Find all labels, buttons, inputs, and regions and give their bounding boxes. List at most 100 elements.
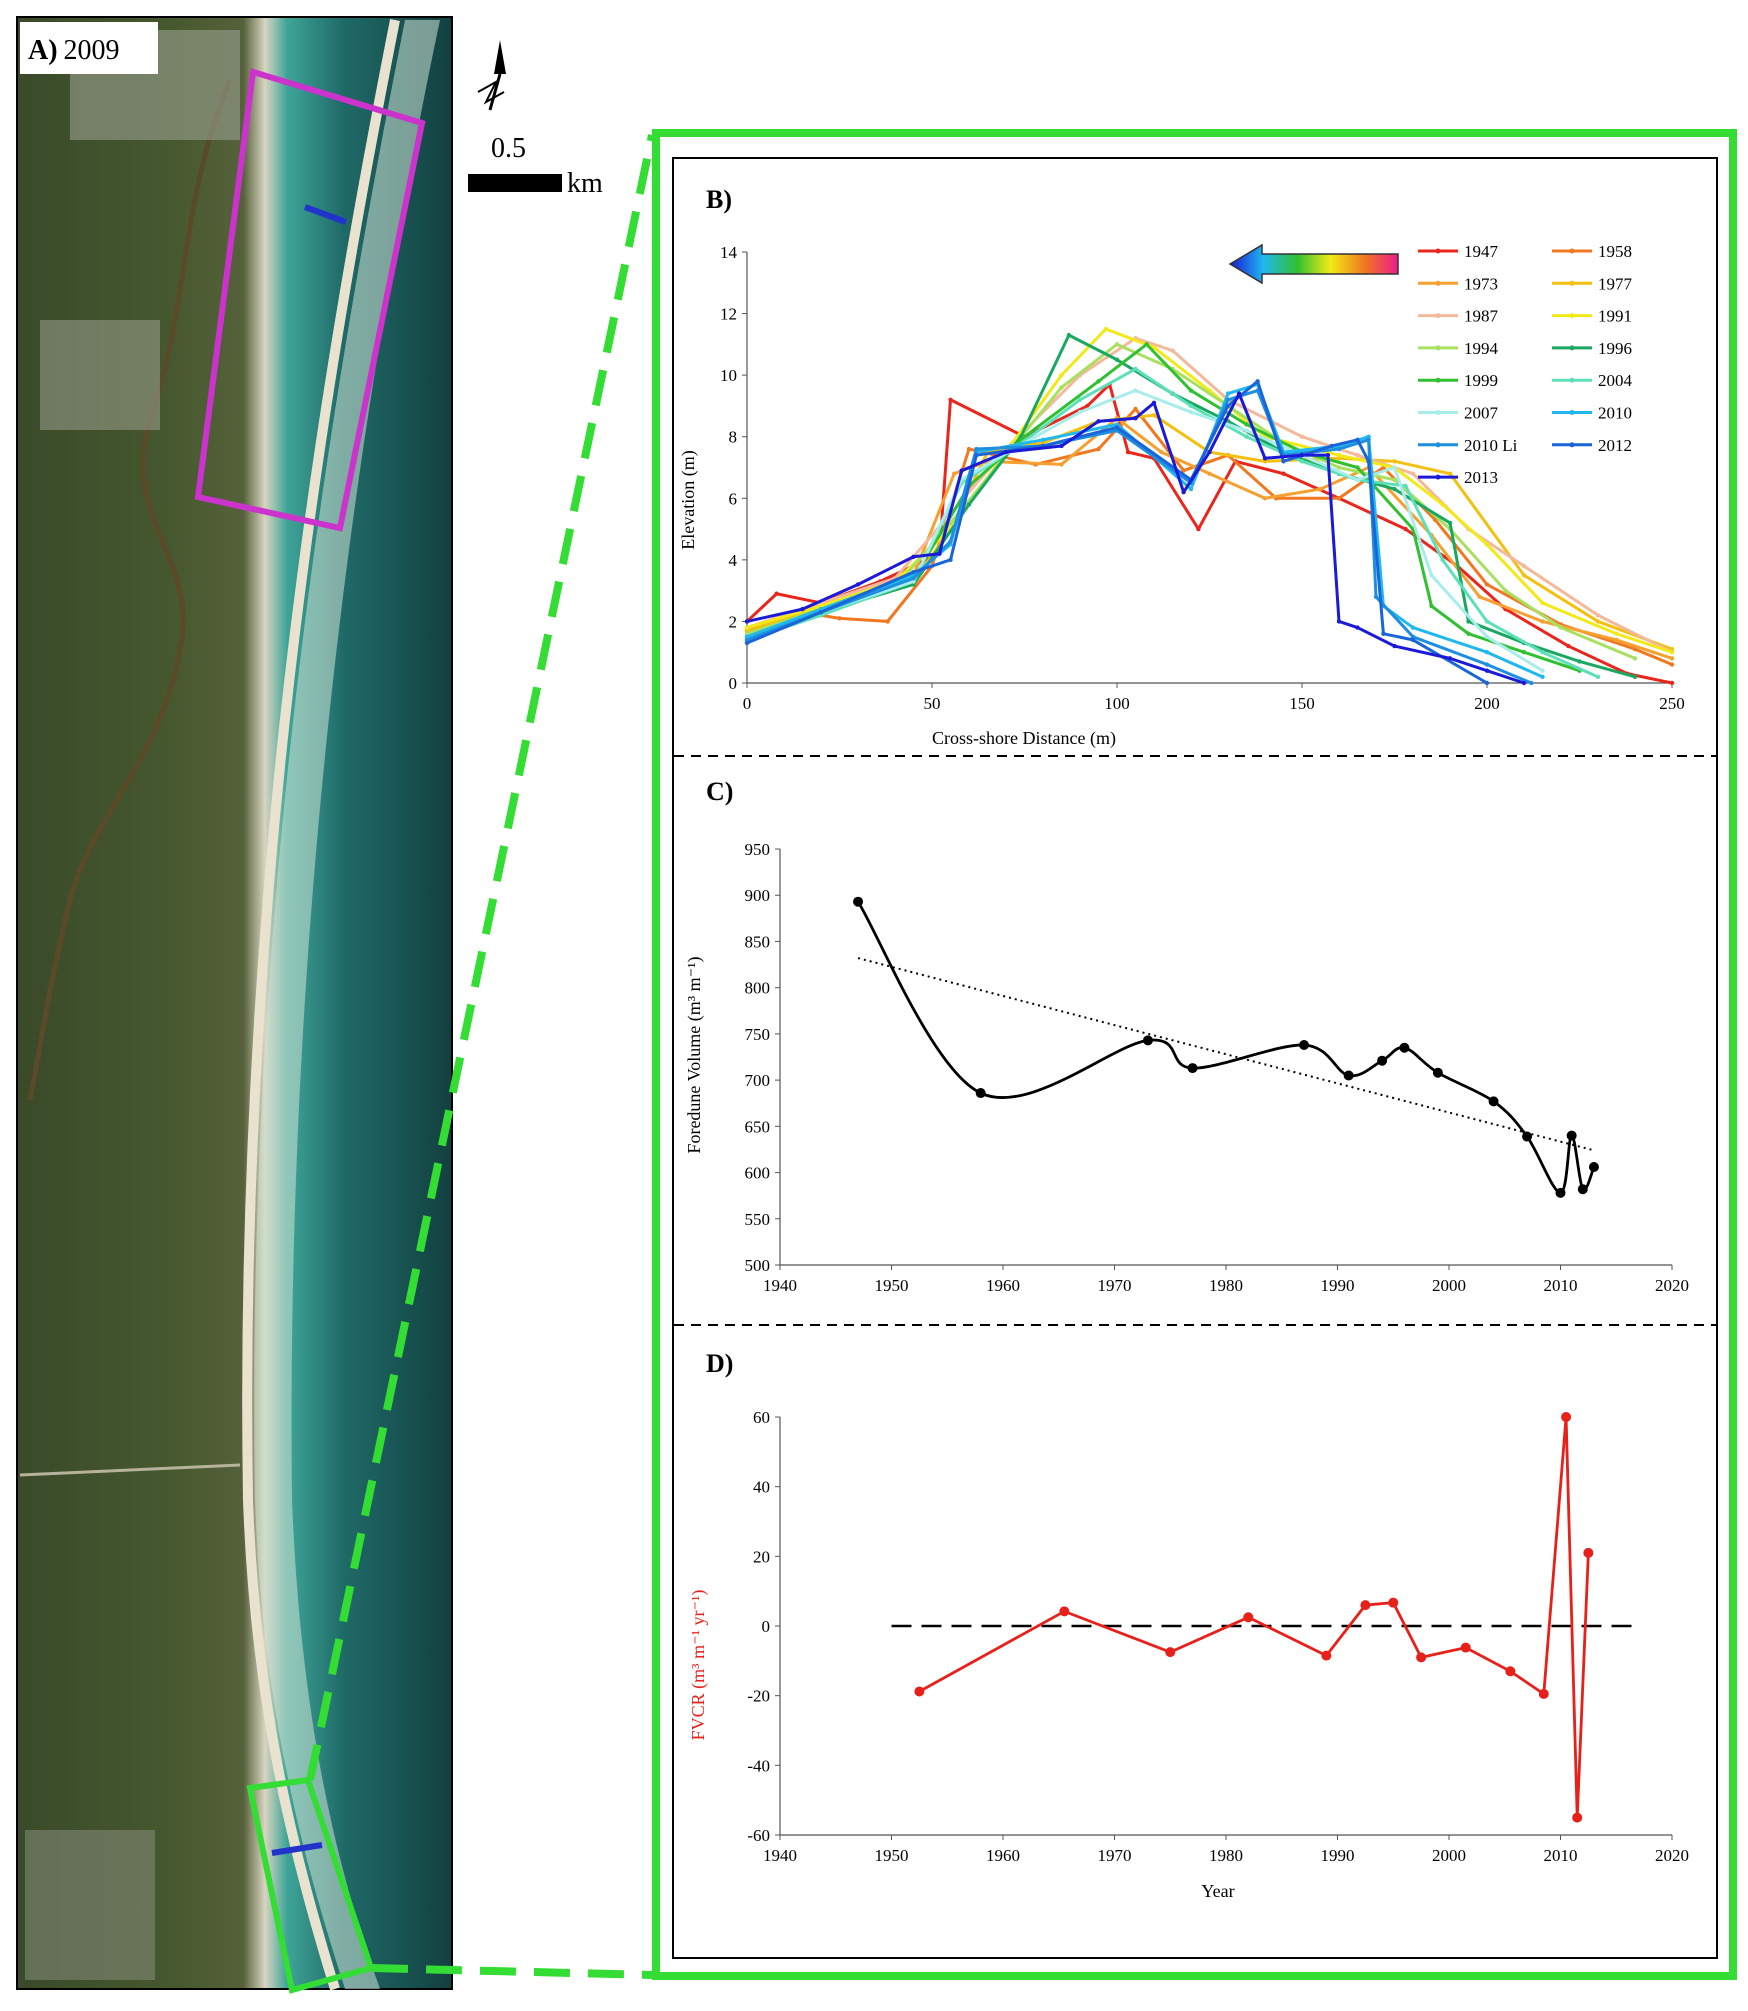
series-line-1999 <box>746 342 1580 673</box>
series-point-2007 <box>1188 409 1194 415</box>
y-tick-label: 850 <box>745 932 771 951</box>
x-tick-label: 1990 <box>1321 1846 1355 1865</box>
series-point <box>1321 1650 1332 1661</box>
series-point-1947 <box>1125 449 1131 455</box>
series-point <box>1142 1035 1153 1046</box>
legend-label: 1958 <box>1598 242 1632 261</box>
series-point-2010 <box>1040 437 1046 442</box>
series-point-1977 <box>1336 456 1342 461</box>
x-tick-label: 2020 <box>1655 1846 1689 1865</box>
y-tick-label: 40 <box>753 1478 770 1497</box>
series-point-1947 <box>1403 526 1408 532</box>
x-tick-label: 1960 <box>986 1846 1020 1865</box>
series-point-1977 <box>1595 619 1601 624</box>
series-point <box>1538 1688 1549 1699</box>
series-point-2013 <box>1262 456 1268 461</box>
chart-d-series <box>891 1412 1639 1823</box>
series-point-1999 <box>1188 388 1194 393</box>
zoom-area-box <box>246 1776 375 1994</box>
series-point-1994 <box>1503 588 1508 593</box>
legend-swatch-marker <box>1569 442 1575 448</box>
panel-d-label: D) <box>706 1349 733 1378</box>
series-point-2010 <box>1410 625 1416 630</box>
y-tick-label: 6 <box>729 489 738 508</box>
y-tick-label: 900 <box>745 886 771 905</box>
series-point-2010-Li <box>1484 662 1490 667</box>
x-tick-label: 150 <box>1289 694 1315 713</box>
y-tick-label: 0 <box>762 1617 771 1636</box>
road-track <box>19 1463 241 1477</box>
series-point-1996 <box>1577 659 1582 664</box>
series-point-1958 <box>1133 406 1138 412</box>
series-point-1991 <box>1614 631 1619 636</box>
chart-d-axes: 1940 1950 1960 1970 1980 1990 2000 2010 2020 -60 -… <box>747 1408 1689 1865</box>
series-point-2010-Li <box>1373 594 1379 599</box>
scale-value: 0.5 <box>491 133 526 164</box>
series-point-1994 <box>1632 656 1638 661</box>
panel-a-aerial-map: A) 2009 <box>16 16 453 1994</box>
x-tick-label: 250 <box>1659 694 1685 713</box>
series-point-2004 <box>1188 403 1194 409</box>
series-point-2007 <box>1392 465 1397 470</box>
series-point-1996 <box>1466 619 1471 624</box>
legend-label: 1947 <box>1464 242 1499 261</box>
series-point-1958 <box>837 616 842 621</box>
series-point-1947 <box>1281 471 1286 476</box>
legend-swatch-marker <box>1569 313 1575 319</box>
series-line-fvcr <box>918 1416 1590 1818</box>
series-point <box>1432 1067 1443 1078</box>
series-point-1947 <box>1669 680 1675 686</box>
legend-swatch-marker <box>1569 345 1575 351</box>
series-point-2013 <box>1096 419 1101 424</box>
panel-a-title: A) 2009 <box>28 35 120 66</box>
legend-swatch-marker <box>1569 280 1575 286</box>
series-point <box>1388 1597 1399 1608</box>
series-point-2012 <box>1225 403 1231 409</box>
series-point-1947 <box>1085 403 1090 409</box>
y-tick-label: 20 <box>753 1547 770 1566</box>
settlement-area <box>40 320 160 430</box>
series-point-2013 <box>800 606 805 612</box>
legend-swatch-marker <box>1435 280 1441 286</box>
legend-label: 2004 <box>1598 371 1633 390</box>
series-point-2010 <box>1114 422 1120 427</box>
series-point-2012 <box>974 452 979 458</box>
y-tick-label: 14 <box>720 243 738 262</box>
series-point-1973 <box>1159 449 1164 455</box>
chart-b-xlabel: Cross-shore Distance (m) <box>932 728 1116 749</box>
series-point-1973 <box>1614 637 1619 643</box>
x-tick-label: 2010 <box>1544 1276 1578 1295</box>
series-point-2004 <box>1403 483 1408 489</box>
series-point-1991 <box>744 625 750 630</box>
series-point-1958 <box>1632 646 1638 652</box>
series-point-2013 <box>1133 416 1138 421</box>
series-point-1958 <box>1669 662 1675 667</box>
x-tick-label: 1940 <box>763 1276 797 1295</box>
series-point-1947 <box>948 397 953 402</box>
legend-swatch-marker <box>1435 377 1441 383</box>
series-point-1999 <box>1244 422 1249 427</box>
series-point-2012 <box>1484 680 1490 686</box>
series-point <box>1555 1187 1566 1198</box>
y-tick-label: 8 <box>729 428 738 447</box>
series-point-2012 <box>1114 425 1120 430</box>
series-point-1973 <box>1318 486 1323 492</box>
series-point-1996 <box>1392 486 1397 492</box>
series-point-2013 <box>911 554 916 559</box>
series-point-1996 <box>1114 357 1120 362</box>
beach-line <box>242 19 400 1991</box>
x-tick-label: 1990 <box>1321 1276 1355 1295</box>
legend-swatch-marker <box>1435 442 1441 448</box>
series-point-1999 <box>1144 342 1149 347</box>
legend-label: 1973 <box>1464 274 1498 293</box>
series-point-1958 <box>1336 496 1342 501</box>
river <box>27 79 233 1101</box>
series-point-1958 <box>1484 582 1490 587</box>
series-point-1973 <box>1262 496 1268 501</box>
series-point-2012 <box>1381 631 1386 636</box>
series-point-1999 <box>1096 379 1101 384</box>
chart-d-ylabel: FVCR (m³ m⁻¹ yr⁻¹) <box>688 1590 709 1741</box>
y-tick-label: -40 <box>747 1756 770 1775</box>
series-point-1987 <box>1410 471 1416 476</box>
